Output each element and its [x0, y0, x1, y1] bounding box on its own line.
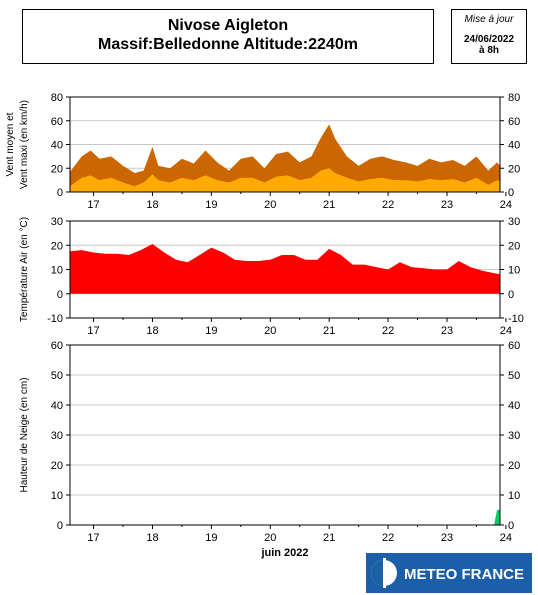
day-label: 19 — [205, 325, 217, 337]
y-axis-label: Hauteur de Neige (en cm) — [19, 377, 30, 492]
plot-frame — [69, 220, 501, 319]
day-label: 21 — [323, 325, 335, 337]
y-tick-label-right: 20 — [508, 163, 520, 175]
y-tick-label-right: 80 — [508, 92, 520, 104]
title-box: Nivose Aigleton Massif:Belledonne Altitu… — [22, 9, 434, 64]
y-tick-label-left: 60 — [51, 116, 63, 128]
update-time: à 8h — [478, 45, 499, 56]
y-tick-label-left: -10 — [47, 313, 63, 325]
y-tick-label-right: 20 — [508, 460, 520, 472]
day-label: 18 — [146, 199, 158, 211]
plot-frame — [69, 344, 501, 526]
y-tick-label-right: 10 — [508, 265, 520, 277]
y-tick-label-right: 0 — [508, 289, 514, 301]
day-label: 23 — [441, 325, 453, 337]
logo-text: METEO FRANCE — [404, 566, 524, 583]
update-date: 24/06/2022 — [463, 34, 515, 45]
y-tick-label-left: 40 — [51, 140, 63, 152]
station-subtitle: Massif:Belledonne Altitude:2240m — [98, 36, 358, 53]
day-label: 18 — [146, 532, 158, 544]
day-label: 24 — [500, 532, 512, 544]
y-tick-label-left: 0 — [57, 289, 63, 301]
station-title: Nivose Aigleton — [167, 17, 289, 34]
y-tick-label-left: 10 — [51, 265, 63, 277]
y-tick-label-left: 20 — [51, 163, 63, 175]
y-axis-label-line2: Vent maxi (en km/h) — [19, 100, 30, 189]
day-label: 18 — [146, 325, 158, 337]
day-label: 22 — [382, 325, 394, 337]
update-box: Mise à jour 24/06/2022 à 8h — [451, 9, 527, 64]
day-label: 21 — [323, 199, 335, 211]
plot-frame — [69, 96, 501, 193]
day-label: 17 — [87, 325, 99, 337]
day-label: 19 — [205, 199, 217, 211]
y-tick-label-left: 0 — [57, 520, 63, 532]
day-label: 19 — [205, 532, 217, 544]
y-tick-label-right: 50 — [508, 370, 520, 382]
day-label: 21 — [323, 532, 335, 544]
day-label: 20 — [264, 325, 276, 337]
y-tick-label-left: 30 — [51, 216, 63, 228]
series-area-0 — [70, 244, 500, 294]
day-label: 24 — [500, 325, 512, 337]
day-label: 24 — [500, 199, 512, 211]
y-tick-label-right: 30 — [508, 430, 520, 442]
chart-panel-1: -10 -10 0 0 10 10 20 20 30 30 17 18 19 20 21 22 23 24 Temp… — [19, 216, 524, 337]
y-tick-label-left: 80 — [51, 92, 63, 104]
day-label: 23 — [441, 532, 453, 544]
update-label: Mise à jour — [464, 14, 514, 25]
y-tick-label-right: -10 — [508, 313, 524, 325]
y-tick-label-right: 60 — [508, 116, 520, 128]
y-tick-label-left: 40 — [51, 400, 63, 412]
day-label: 20 — [264, 199, 276, 211]
day-label: 22 — [382, 199, 394, 211]
day-label: 23 — [441, 199, 453, 211]
y-tick-label-left: 30 — [51, 430, 63, 442]
y-tick-label-right: 0 — [508, 187, 514, 199]
series-area-1 — [70, 168, 500, 192]
y-tick-label-right: 10 — [508, 490, 520, 502]
y-tick-label-left: 60 — [51, 340, 63, 352]
y-tick-label-left: 10 — [51, 490, 63, 502]
chart-panel-0: 0 0 20 20 40 40 60 60 80 80 17 18 19 20 21 22 23 24 Vent m… — [5, 92, 520, 211]
y-axis-label-line1: Vent moyen et — [5, 112, 16, 176]
series-area-0 — [70, 510, 500, 525]
y-tick-label-right: 20 — [508, 240, 520, 252]
y-tick-label-right: 0 — [508, 520, 514, 532]
y-tick-label-right: 40 — [508, 140, 520, 152]
logo-emblem-icon — [371, 558, 397, 588]
y-tick-label-left: 20 — [51, 240, 63, 252]
y-axis-label: Température Air (en °C) — [19, 217, 30, 322]
y-tick-label-left: 0 — [57, 187, 63, 199]
month-label: juin 2022 — [260, 547, 308, 559]
y-tick-label-left: 50 — [51, 370, 63, 382]
y-tick-label-right: 40 — [508, 400, 520, 412]
chart-panel-2: 0 0 10 10 20 20 30 30 40 40 50 50 60 60 17 18 19 20 21 22 23… — [19, 340, 520, 544]
day-label: 22 — [382, 532, 394, 544]
day-label: 17 — [87, 532, 99, 544]
series-area-0 — [70, 124, 500, 192]
day-label: 17 — [87, 199, 99, 211]
y-tick-label-left: 20 — [51, 460, 63, 472]
meteo-france-logo: METEO FRANCE — [366, 553, 532, 593]
y-tick-label-right: 30 — [508, 216, 520, 228]
day-label: 20 — [264, 532, 276, 544]
y-tick-label-right: 60 — [508, 340, 520, 352]
